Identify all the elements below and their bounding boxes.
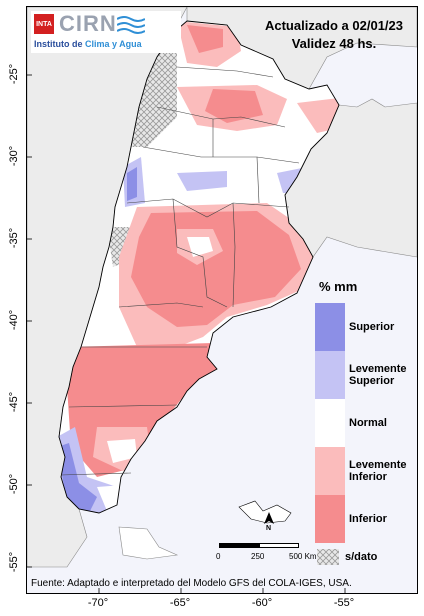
map-frame: INTA CIRN Instituto de Clima y Agua Actu… [26,6,418,594]
legend-item-nodata: s/dato [317,549,377,565]
waves-icon [117,16,145,34]
lat-tick-30: -30° [8,145,20,167]
lon-tick-65: -65° [169,597,191,609]
legend-swatch-superior [315,303,345,351]
legend-item-superior: Superior [315,303,411,351]
scale-bar: 0 250 500 Km [209,537,319,577]
legend-item-lev-inferior: Levemente Inferior [315,447,411,495]
legend-swatch-lev-superior [315,351,345,399]
province-boundaries [60,66,300,476]
map-title: Actualizado a 02/01/23 Validez 48 hs. [265,17,403,53]
legend-item-lev-superior: Levemente Superior [315,351,411,399]
lon-tick-55: -55° [333,597,355,609]
lat-tick-35: -35° [8,227,20,249]
precipitation-map [27,7,417,593]
north-arrow-icon [264,512,274,524]
scale-bar-segment-2 [259,543,299,548]
logo-subtitle-prefix: Instituto de [34,39,85,49]
lon-tick-70: -70° [87,597,109,609]
legend-label-inferior: Inferior [345,495,411,543]
legend-label-lev-superior: Levemente Superior [345,351,411,399]
source-note: Fuente: Adaptado e interpretado del Mode… [31,578,352,589]
legend-label-lev-inferior: Levemente Inferior [345,447,411,495]
legend-swatch-nodata [317,549,339,565]
legend-item-inferior: Inferior [315,495,411,543]
logo-subtitle-accent: Clima y Agua [85,39,142,49]
legend-item-normal: Normal [315,399,411,447]
cirn-logo-text: CIRN [59,11,117,36]
lat-tick-45: -45° [8,391,20,413]
graticule-ticks [27,74,346,593]
legend-unit: % mm [319,279,358,294]
malvinas [238,500,292,524]
update-date: Actualizado a 02/01/23 [264,18,403,33]
scale-label-500: 500 Km [289,552,317,561]
scale-label-250: 250 [251,552,265,561]
scale-label-0: 0 [216,552,221,561]
tierra-del-fuego [118,526,179,560]
logo-subtitle: Instituto de Clima y Agua [34,39,142,49]
legend-label-normal: Normal [345,399,411,447]
legend-swatch-normal [315,399,345,447]
argentina-outline [58,20,340,514]
lat-tick-40: -40° [8,309,20,331]
scale-bar-segment-1 [219,543,259,548]
logo: INTA CIRN Instituto de Clima y Agua [31,11,181,53]
legend-swatch-lev-inferior [315,447,345,495]
legend: % mm Superior Levemente Superior Normal … [315,279,411,543]
inta-logo: INTA [34,14,54,34]
lon-tick-60: -60° [251,597,273,609]
legend-label-nodata: s/dato [345,551,378,563]
lat-tick-25: -25° [8,63,20,85]
lat-tick-55: -55° [8,551,20,573]
north-label: N [266,525,272,532]
legend-label-superior: Superior [345,303,411,351]
legend-swatch-inferior [315,495,345,543]
lat-tick-50: -50° [8,473,20,495]
validity: Validez 48 hs. [291,36,377,51]
